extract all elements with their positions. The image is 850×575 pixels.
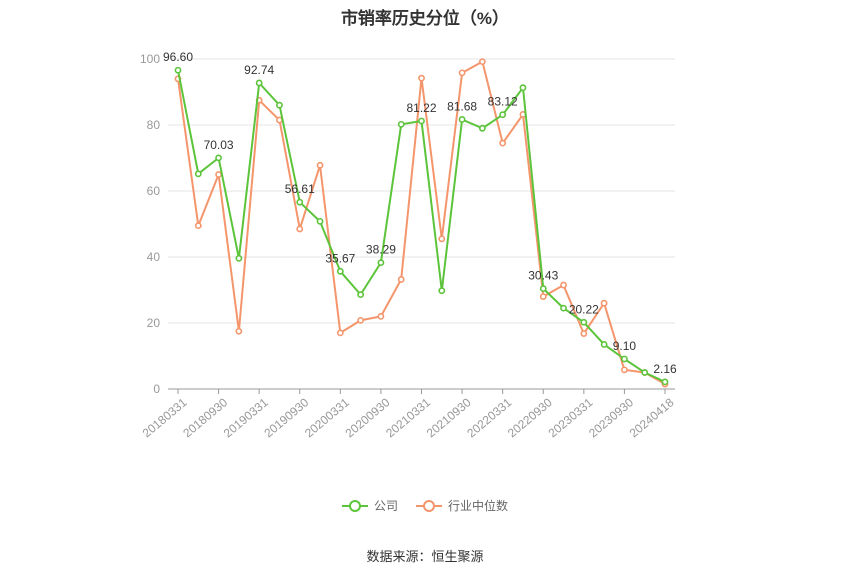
data-label: 9.10 (613, 339, 637, 353)
data-point (235, 327, 243, 335)
data-label: 38.29 (366, 243, 396, 257)
legend-swatch-icon (341, 499, 368, 512)
data-point (478, 124, 486, 132)
data-point (438, 235, 446, 243)
y-tick-label: 20 (147, 316, 161, 330)
legend-swatch-icon (416, 499, 442, 512)
data-point (580, 330, 588, 337)
data-point (499, 139, 507, 147)
data-point (661, 378, 669, 386)
data-point (458, 116, 466, 123)
data-label: 81.22 (406, 101, 436, 115)
data-point (336, 329, 344, 337)
y-tick-label: 60 (147, 184, 161, 198)
data-point (174, 66, 182, 74)
data-label: 35.67 (325, 251, 355, 265)
data-point (397, 276, 405, 283)
data-point (600, 341, 608, 348)
data-point (377, 259, 385, 267)
data-point (641, 369, 649, 376)
data-point (621, 355, 628, 363)
legend-item[interactable]: 行业中位数 (416, 497, 508, 514)
data-point (194, 222, 202, 230)
data-point (235, 254, 243, 262)
data-point (600, 299, 608, 307)
data-point (621, 366, 628, 374)
data-point (397, 120, 405, 128)
data-point (499, 111, 507, 119)
data-label: 20.22 (569, 302, 599, 316)
data-label: 70.03 (204, 138, 234, 152)
data-point (296, 198, 304, 206)
x-tick-label: 20240418 (627, 395, 677, 440)
data-point (377, 312, 385, 320)
data-point (316, 217, 324, 225)
data-point (336, 267, 344, 275)
y-tick-label: 80 (147, 118, 161, 132)
data-point (296, 225, 304, 233)
data-point (418, 74, 425, 82)
source-note: 数据来源：恒生聚源 (366, 549, 484, 564)
data-point (215, 154, 222, 162)
data-point (560, 281, 567, 289)
data-label: 83.12 (488, 95, 518, 109)
data-point (418, 117, 425, 125)
data-label: 2.16 (653, 362, 677, 376)
data-labels: 96.60 70.03 92.74 56.61 35.67 38.29 81.22 81.68… (163, 50, 677, 376)
data-point (357, 291, 365, 299)
legend-label: 行业中位数 (448, 499, 509, 513)
data-label: 56.61 (285, 182, 315, 196)
y-tick-label: 0 (153, 382, 160, 396)
data-point (560, 304, 567, 312)
data-point (357, 316, 365, 324)
data-point (458, 69, 466, 77)
data-point (539, 285, 547, 292)
series-line (177, 70, 666, 383)
data-point (194, 170, 202, 178)
data-point (438, 287, 446, 295)
data-point (519, 84, 527, 92)
data-label: 96.60 (163, 50, 193, 64)
data-label: 81.68 (447, 99, 477, 113)
data-point (215, 171, 222, 178)
legend-label: 公司 (373, 499, 398, 513)
data-point (255, 79, 263, 87)
y-tick-label: 100 (140, 52, 160, 66)
data-label: 30.43 (528, 269, 558, 283)
legend-item[interactable]: 公司 (341, 497, 398, 514)
legend: 公司 行业中位数 (0, 497, 850, 514)
data-point (580, 318, 588, 326)
chart-title: 市销率历史分位（%） (340, 9, 510, 28)
data-point (539, 293, 547, 300)
y-tick-label: 40 (147, 250, 161, 264)
data-point (316, 161, 324, 169)
data-label: 92.74 (244, 63, 274, 77)
data-point (276, 101, 283, 109)
series-lines (174, 58, 669, 388)
data-point (478, 58, 486, 66)
